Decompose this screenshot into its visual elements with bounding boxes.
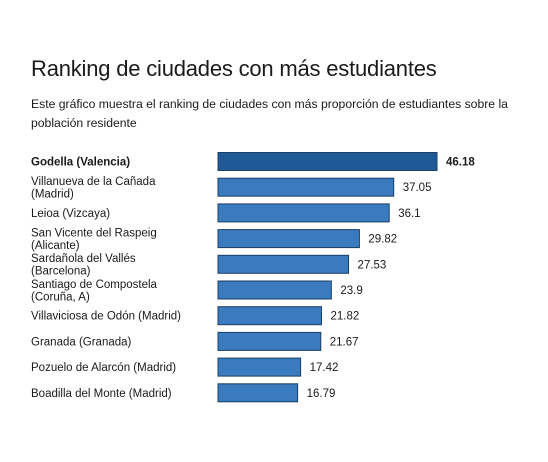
- value-label: 21.82: [330, 311, 359, 323]
- category-label-line: Villaviciosa de Odón (Madrid): [31, 311, 181, 323]
- value-label: 37.05: [403, 182, 432, 194]
- category-label-line: Godella (Valencia): [31, 157, 130, 169]
- value-label: 46.18: [446, 157, 475, 169]
- value-label: 27.53: [358, 259, 387, 271]
- value-label: 29.82: [368, 234, 397, 246]
- bar: [217, 203, 390, 223]
- bar: [217, 357, 302, 377]
- category-label-line: Santiago de Compostela: [31, 279, 158, 291]
- category-label-line: Villanueva de la Cañada: [31, 176, 156, 188]
- bar: [217, 254, 350, 274]
- category-label: Boadilla del Monte (Madrid): [31, 388, 172, 400]
- category-label-line: Sardañola del Vallés: [31, 253, 136, 265]
- category-label: Leioa (Vizcaya): [31, 208, 110, 220]
- category-label: Santiago de Compostela (Coruña, A): [31, 279, 158, 304]
- category-label-line: Granada (Granada): [31, 336, 132, 348]
- bar: [217, 280, 332, 300]
- bar: [217, 306, 322, 326]
- bar: [217, 331, 322, 351]
- category-label-line: (Coruña, A): [31, 291, 90, 303]
- category-label-line: (Madrid): [31, 188, 74, 200]
- bar: [217, 229, 360, 249]
- chart-subtitle: Este gráfico muestra el ranking de ciuda…: [31, 97, 508, 130]
- bar: [217, 152, 438, 171]
- value-label: 23.9: [340, 285, 362, 297]
- category-label-line: San Vicente del Raspeig: [31, 227, 157, 239]
- value-label: 17.42: [310, 362, 339, 374]
- category-label: Granada (Granada): [31, 336, 132, 348]
- category-label: San Vicente del Raspeig (Alicante): [31, 227, 157, 252]
- category-label-line: (Barcelona): [31, 266, 91, 278]
- category-label: Pozuelo de Alarcón (Madrid): [31, 362, 176, 374]
- value-label: 16.79: [307, 388, 336, 400]
- value-label: 36.1: [398, 208, 420, 220]
- category-label: Sardañola del Vallés (Barcelona): [31, 253, 136, 278]
- bar: [217, 383, 299, 403]
- bar: [217, 177, 395, 197]
- category-label-line: Pozuelo de Alarcón (Madrid): [31, 362, 176, 374]
- category-label: Godella (Valencia): [31, 157, 130, 169]
- category-label-line: Boadilla del Monte (Madrid): [31, 388, 172, 400]
- category-label: Villaviciosa de Odón (Madrid): [31, 311, 181, 323]
- category-label-line: Leioa (Vizcaya): [31, 208, 110, 220]
- chart-title: Ranking de ciudades con más estudiantes: [31, 56, 437, 81]
- value-label: 21.67: [330, 336, 359, 348]
- category-label-line: (Alicante): [31, 240, 80, 252]
- category-label: Villanueva de la Cañada (Madrid): [31, 176, 156, 201]
